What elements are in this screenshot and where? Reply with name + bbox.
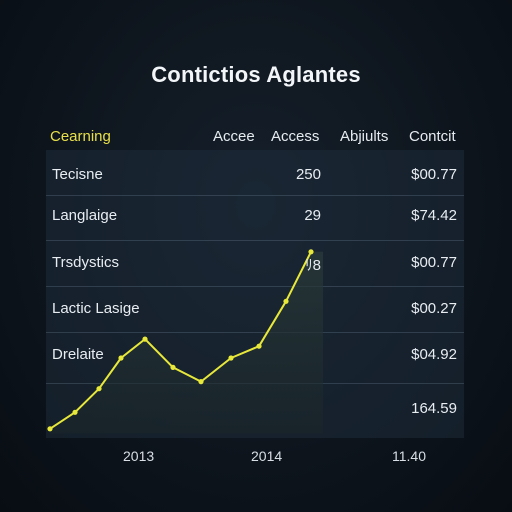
column-header-3: Access — [271, 128, 320, 145]
data-point — [72, 409, 78, 415]
row-contcit-value: 164.59 — [411, 400, 457, 417]
data-point — [308, 249, 314, 255]
data-point — [198, 379, 204, 385]
row-label: Tecisne — [52, 166, 103, 183]
row-contcit-value: $00.77 — [411, 254, 457, 271]
column-header-4: Abjiults — [340, 128, 389, 145]
row-contcit-value: $00.27 — [411, 300, 457, 317]
data-point — [228, 355, 234, 361]
data-point — [256, 343, 262, 349]
row-label: Drelaite — [52, 346, 104, 363]
data-point — [47, 426, 53, 432]
x-tick-label: 2014 — [251, 448, 283, 464]
row-label: Trsdystics — [52, 254, 119, 271]
row-label: Lactic Lasige — [52, 300, 140, 317]
row-divider — [46, 332, 464, 333]
x-tick-label: 2013 — [123, 448, 155, 464]
data-point — [118, 355, 124, 361]
row-access-value: 29 — [304, 207, 321, 224]
x-tick-label: 11.40 — [392, 448, 426, 464]
column-header-2: Accee — [213, 128, 255, 145]
data-point — [142, 336, 148, 342]
data-point — [96, 386, 102, 392]
series-area — [50, 251, 323, 434]
row-divider — [46, 240, 464, 241]
row-access-value: 250 — [295, 166, 321, 183]
row-contcit-value: $00.77 — [411, 166, 457, 183]
column-header-1: Cearning — [50, 128, 111, 145]
row-contcit-value: $74.42 — [411, 207, 457, 224]
row-access-value: ﾘ8 — [305, 257, 321, 274]
row-label: Langlaige — [52, 207, 118, 224]
row-divider — [46, 286, 464, 287]
column-header-5: Contcit — [409, 128, 456, 145]
row-contcit-value: $04.92 — [411, 346, 457, 363]
data-point — [283, 298, 289, 304]
row-divider — [46, 195, 464, 196]
chart-title: Contictios Aglantes — [151, 62, 361, 87]
data-point — [170, 364, 176, 370]
